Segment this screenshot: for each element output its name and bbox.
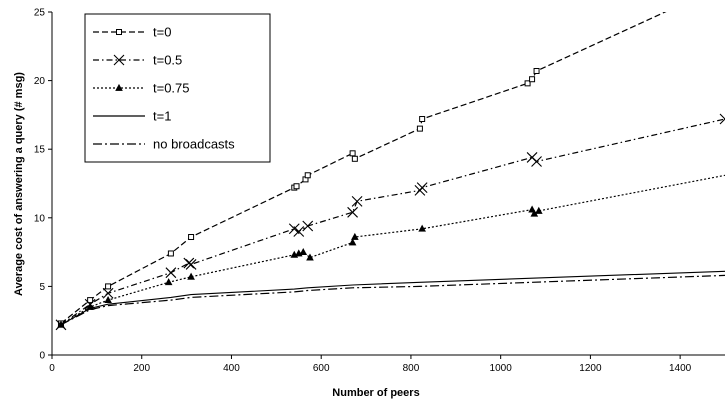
data-point-t-0-75: [164, 278, 173, 286]
data-point-t-0: [105, 283, 112, 290]
data-point-t-0-75: [418, 224, 426, 232]
data-point-t-0-5: [719, 113, 725, 125]
legend-box: [84, 13, 271, 163]
data-point-t-0: [529, 76, 536, 83]
data-point-t-0-5: [185, 259, 197, 270]
tick-labels: 0 200 400 600 800 1000 1200 1400 0 5 10 15 20 25: [34, 8, 692, 375]
legend-label: t=0.75: [153, 81, 190, 96]
data-point-t-0: [349, 150, 356, 157]
legend-marker: [116, 29, 122, 35]
x-tick-label: 600: [313, 363, 330, 374]
series-no-broadcasts: [60, 274, 725, 326]
data-point-t-0-5: [531, 156, 542, 167]
data-point-t-0-75: [348, 238, 357, 246]
data-point-t-0-75: [351, 232, 359, 240]
data-point-t-0-5: [293, 226, 305, 237]
x-axis-title: Number of peers: [332, 387, 419, 399]
series-layer: [55, 12, 725, 331]
data-point-t-0: [416, 125, 423, 132]
legend-item-t-0: t=0: [93, 25, 171, 40]
y-tick-label: 20: [34, 76, 46, 87]
legend: t=0 t=0.5 t=0.75 t=1 no broadcasts: [84, 13, 271, 163]
data-point-t-0-75: [187, 272, 195, 280]
data-point-t-0-75: [104, 295, 112, 304]
legend-marker: [115, 83, 123, 91]
data-point-t-0: [524, 80, 531, 87]
data-point-t-0: [419, 116, 426, 123]
legend-item-t-0-75: t=0.75: [93, 81, 190, 96]
x-tick-label: 400: [223, 363, 240, 374]
data-point-t-0: [351, 155, 358, 162]
legend-label: t=0: [153, 25, 171, 40]
legend-label: no broadcasts: [153, 137, 235, 152]
series-t-1: [60, 270, 725, 326]
x-tick-label: 200: [133, 363, 150, 374]
legend-label: t=1: [153, 109, 171, 124]
x-tick-label: 0: [49, 363, 55, 374]
data-point-t-0: [188, 234, 195, 241]
chart-axes: [48, 11, 725, 359]
series-line-t-0-75: [60, 174, 725, 326]
data-point-t-0-5: [165, 267, 177, 279]
x-tick-label: 1000: [490, 363, 513, 374]
series-line-no-broadcasts: [60, 274, 725, 326]
data-point-t-0-5: [102, 287, 114, 299]
data-point-t-0: [167, 250, 174, 257]
x-tick-label: 1400: [669, 363, 692, 374]
data-point-t-0: [533, 67, 540, 74]
legend-item-t-1: t=1: [93, 109, 171, 124]
series-line-t-1: [60, 270, 725, 326]
x-tick-label: 800: [403, 363, 420, 374]
legend-item-no-broadcasts: no broadcasts: [93, 137, 235, 152]
data-point-t-0-5: [302, 220, 314, 232]
legend-label: t=0.5: [153, 53, 182, 68]
y-axis-title: Average cost of answering a query (# msg…: [13, 72, 25, 296]
y-tick-label: 15: [34, 145, 46, 156]
data-point-t-0-5: [347, 206, 358, 218]
y-tick-label: 10: [34, 213, 46, 224]
data-point-t-0-75: [534, 206, 543, 214]
data-point-t-0-75: [299, 247, 308, 255]
data-point-t-0-75: [528, 205, 536, 213]
y-tick-label: 5: [39, 282, 45, 293]
data-point-t-0: [304, 172, 311, 179]
y-tick-label: 25: [34, 8, 46, 19]
data-point-t-0: [293, 183, 300, 190]
data-point-t-0-75: [306, 253, 314, 261]
data-point-t-0-5: [183, 257, 195, 269]
data-point-t-0: [87, 297, 94, 304]
legend-marker: [113, 54, 125, 66]
y-tick-label: 0: [39, 351, 45, 362]
series-t-0-75: [57, 174, 725, 328]
data-point-t-0-5: [416, 182, 428, 194]
legend-item-t-0-5: t=0.5: [93, 53, 182, 68]
data-point-t-0-5: [351, 195, 363, 207]
x-tick-label: 1200: [579, 363, 602, 374]
series-t-0: [57, 12, 667, 327]
